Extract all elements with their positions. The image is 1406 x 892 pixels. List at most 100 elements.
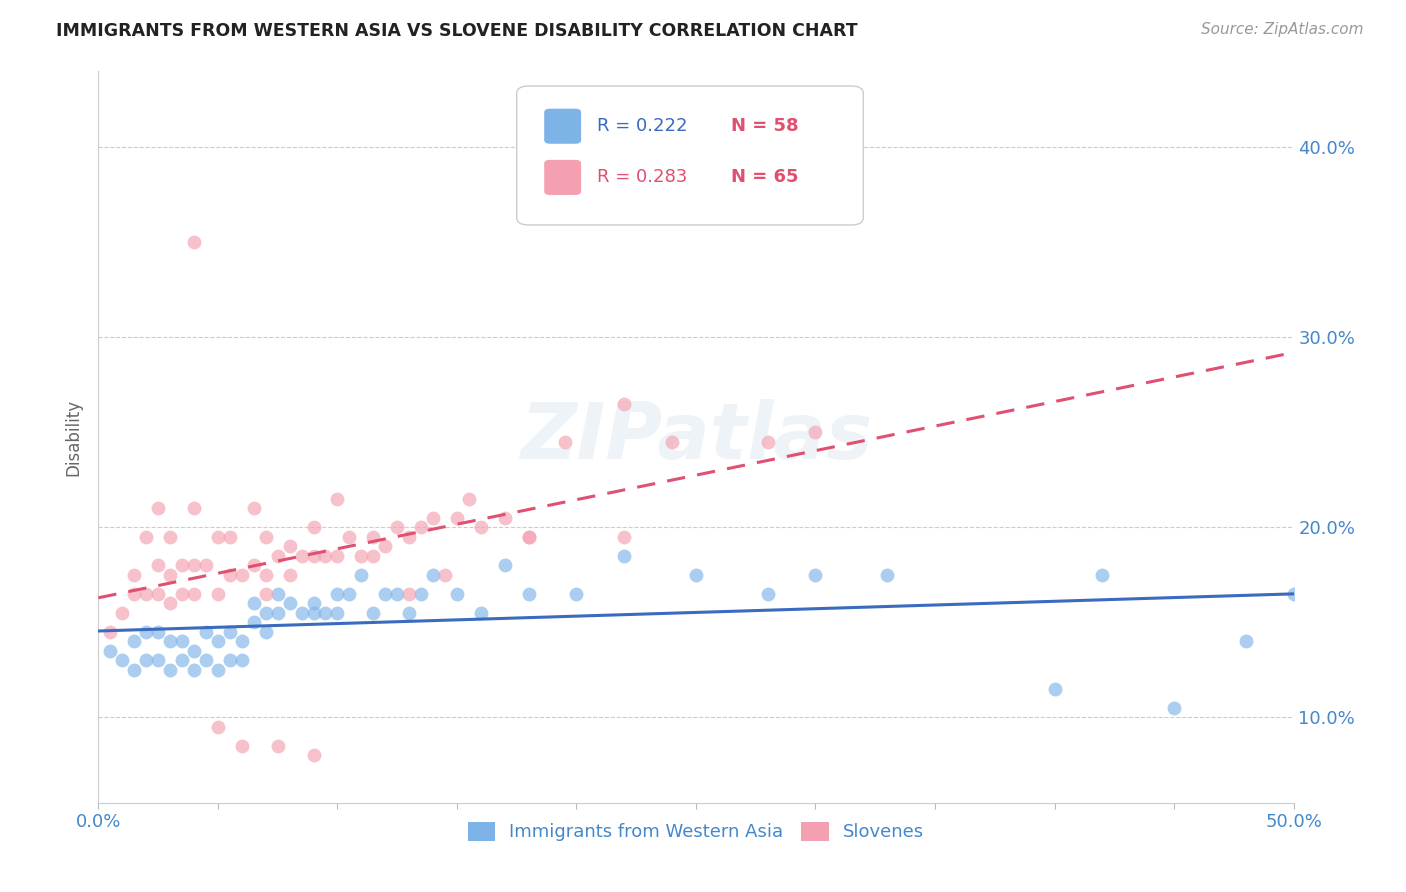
- Point: [159, 567, 181, 582]
- Point: [148, 558, 170, 573]
- Point: [1163, 701, 1185, 715]
- Point: [135, 587, 157, 601]
- Point: [172, 653, 194, 667]
- Point: [339, 587, 361, 601]
- Point: [804, 567, 827, 582]
- Point: [148, 501, 170, 516]
- FancyBboxPatch shape: [544, 109, 581, 144]
- Point: [315, 606, 337, 620]
- Point: [385, 587, 409, 601]
- Point: [243, 501, 266, 516]
- Point: [517, 530, 540, 544]
- Point: [350, 549, 373, 563]
- Point: [315, 549, 337, 563]
- Point: [183, 663, 205, 677]
- Point: [124, 587, 146, 601]
- Point: [326, 491, 349, 506]
- Point: [207, 663, 229, 677]
- Point: [254, 624, 277, 639]
- Point: [613, 530, 636, 544]
- Point: [434, 567, 457, 582]
- Point: [661, 434, 683, 449]
- Point: [339, 530, 361, 544]
- Point: [254, 587, 277, 601]
- Point: [374, 587, 396, 601]
- Point: [254, 567, 277, 582]
- Point: [135, 530, 157, 544]
- Point: [554, 434, 576, 449]
- FancyBboxPatch shape: [544, 160, 581, 195]
- Point: [1282, 587, 1305, 601]
- Point: [422, 511, 444, 525]
- Point: [494, 511, 516, 525]
- Point: [613, 397, 636, 411]
- Point: [278, 596, 301, 610]
- Point: [98, 644, 122, 658]
- Point: [302, 748, 325, 763]
- Point: [613, 549, 636, 563]
- Point: [278, 539, 301, 553]
- FancyBboxPatch shape: [517, 86, 863, 225]
- Text: ZIPatlas: ZIPatlas: [520, 399, 872, 475]
- Point: [326, 587, 349, 601]
- Point: [148, 653, 170, 667]
- Point: [207, 587, 229, 601]
- Point: [756, 587, 779, 601]
- Point: [219, 530, 242, 544]
- Point: [302, 606, 325, 620]
- Point: [231, 634, 253, 648]
- Point: [876, 567, 898, 582]
- Point: [291, 606, 314, 620]
- Point: [302, 549, 325, 563]
- Point: [363, 530, 385, 544]
- Y-axis label: Disability: Disability: [65, 399, 83, 475]
- Point: [231, 739, 253, 753]
- Point: [517, 587, 540, 601]
- Point: [135, 624, 157, 639]
- Point: [398, 587, 420, 601]
- Point: [411, 520, 433, 534]
- Point: [111, 606, 134, 620]
- Point: [159, 663, 181, 677]
- Point: [470, 606, 492, 620]
- Point: [195, 653, 218, 667]
- Text: R = 0.283: R = 0.283: [596, 169, 688, 186]
- Point: [219, 624, 242, 639]
- Point: [183, 501, 205, 516]
- Point: [804, 425, 827, 440]
- Point: [385, 520, 409, 534]
- Point: [98, 624, 122, 639]
- Point: [363, 549, 385, 563]
- Point: [685, 567, 707, 582]
- Point: [494, 558, 516, 573]
- Point: [195, 558, 218, 573]
- Point: [159, 530, 181, 544]
- Point: [207, 530, 229, 544]
- Point: [159, 634, 181, 648]
- Point: [267, 549, 290, 563]
- Point: [207, 634, 229, 648]
- Point: [183, 644, 205, 658]
- Point: [756, 434, 779, 449]
- Legend: Immigrants from Western Asia, Slovenes: Immigrants from Western Asia, Slovenes: [461, 814, 931, 848]
- Point: [302, 520, 325, 534]
- Point: [350, 567, 373, 582]
- Point: [254, 530, 277, 544]
- Point: [172, 587, 194, 601]
- Point: [1234, 634, 1257, 648]
- Point: [219, 653, 242, 667]
- Point: [302, 596, 325, 610]
- Point: [267, 606, 290, 620]
- Point: [124, 567, 146, 582]
- Point: [195, 624, 218, 639]
- Point: [267, 739, 290, 753]
- Point: [159, 596, 181, 610]
- Point: [565, 587, 588, 601]
- Point: [446, 511, 468, 525]
- Point: [326, 606, 349, 620]
- Point: [422, 567, 444, 582]
- Point: [231, 567, 253, 582]
- Point: [291, 549, 314, 563]
- Point: [183, 235, 205, 250]
- Point: [148, 587, 170, 601]
